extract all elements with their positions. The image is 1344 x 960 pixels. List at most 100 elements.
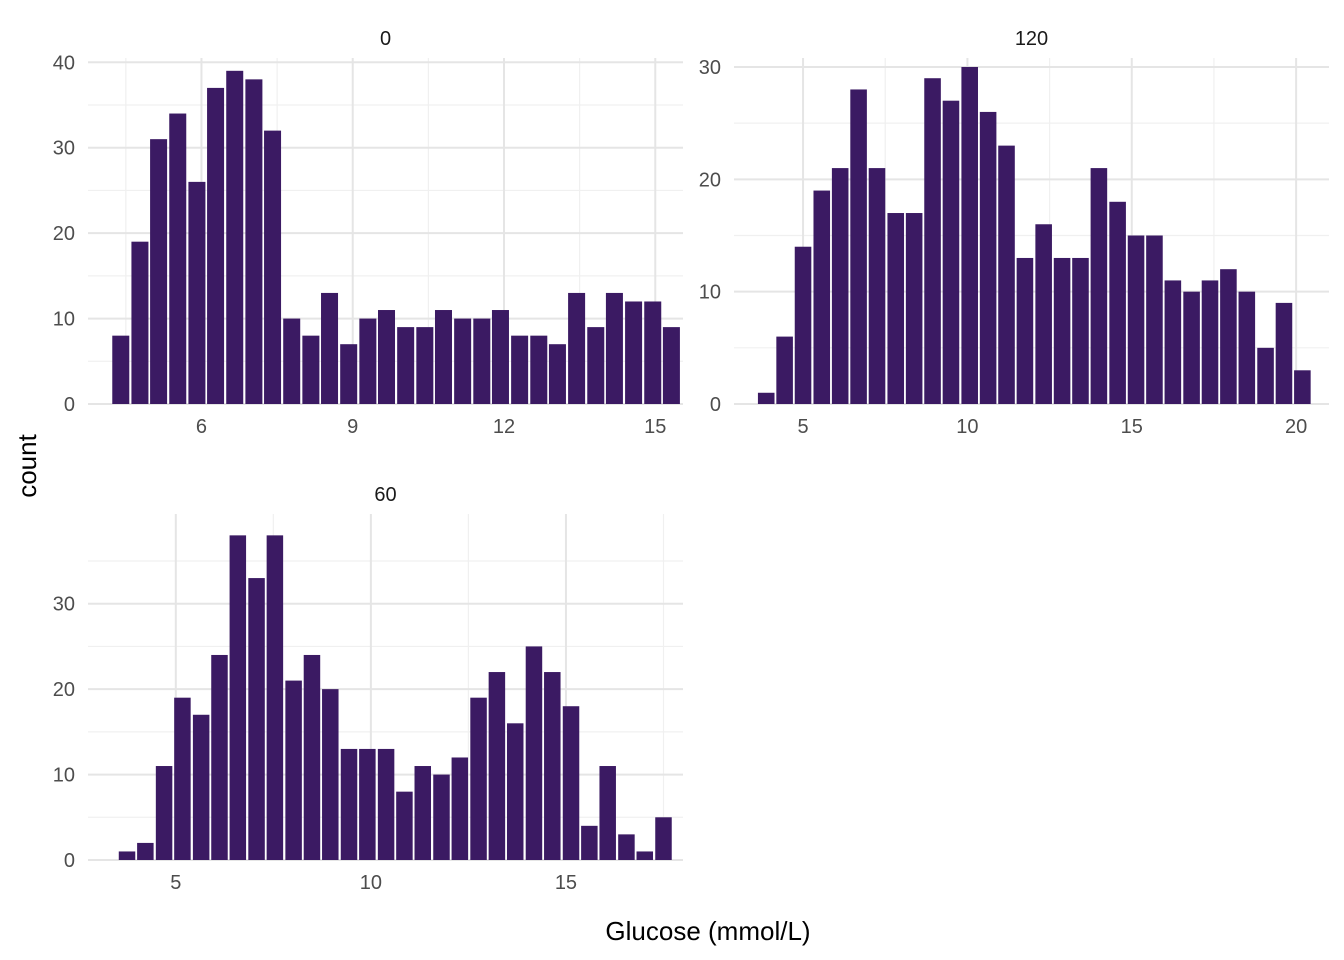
histogram-bar (644, 301, 662, 404)
x-axis-title: Glucose (mmol/L) (605, 916, 810, 946)
x-tick-label: 5 (797, 416, 808, 438)
histogram-bar (1109, 201, 1126, 404)
y-tick-label: 0 (64, 394, 75, 416)
histogram-bar (396, 791, 413, 860)
histogram-bar (434, 310, 452, 404)
histogram-bar (961, 66, 978, 405)
histogram-bar (112, 335, 130, 404)
histogram-bar (1090, 168, 1108, 404)
y-tick-label: 10 (53, 309, 75, 331)
y-tick-label: 30 (53, 594, 75, 616)
histogram-bar (581, 825, 598, 860)
histogram-bar (322, 689, 339, 860)
facet-panel-60: 5 10 15 0 10 20 30 60 (53, 484, 683, 894)
histogram-bar (1257, 347, 1274, 404)
y-axis-title: count (12, 433, 42, 497)
histogram-bar (831, 168, 849, 404)
histogram-bar (868, 168, 886, 404)
histogram-bar (662, 327, 680, 404)
histogram-bar (245, 79, 263, 404)
histogram-bar (302, 335, 320, 404)
histogram-bar (1275, 302, 1293, 404)
histogram-bar (321, 292, 339, 404)
histogram-bar (587, 327, 605, 404)
histogram-bar (655, 817, 672, 860)
histogram-bar (794, 246, 812, 404)
histogram-bar (488, 672, 506, 860)
histogram-bar (776, 336, 793, 404)
histogram-bar (473, 318, 491, 404)
x-tick-label: 5 (170, 872, 181, 894)
histogram-bar (1183, 291, 1200, 404)
histogram-bar (1016, 257, 1034, 404)
histogram-bar (169, 113, 187, 405)
y-tick-label: 20 (699, 169, 721, 191)
histogram-bar (979, 111, 997, 404)
histogram-bar (757, 392, 775, 404)
x-tick-label: 10 (360, 872, 382, 894)
y-tick-label: 30 (699, 57, 721, 79)
histogram-bar (544, 672, 561, 860)
x-tick-label: 15 (555, 872, 577, 894)
histogram-bar (303, 654, 321, 860)
x-tick-label: 12 (493, 416, 515, 438)
x-tick-label: 15 (1121, 416, 1143, 438)
histogram-bar (414, 766, 432, 860)
histogram-bar (118, 851, 136, 860)
x-tick-label: 10 (956, 416, 978, 438)
histogram-bar (264, 130, 282, 404)
histogram-bar (1127, 235, 1145, 404)
histogram-bar (605, 292, 623, 404)
histogram-bar (150, 139, 168, 404)
histogram-bar (340, 748, 358, 860)
histogram-bar (1220, 269, 1237, 404)
histogram-bar (451, 757, 469, 860)
histogram-bar (211, 654, 228, 860)
facet-strip-label: 0 (380, 28, 391, 50)
histogram-bar (454, 318, 472, 404)
histogram-bar (599, 766, 616, 860)
histogram-bar (188, 181, 206, 404)
histogram-bar (397, 327, 415, 404)
histogram-bar (174, 697, 191, 860)
y-tick-label: 20 (53, 223, 75, 245)
histogram-bar (511, 335, 529, 404)
histogram-bar (998, 145, 1015, 404)
histogram-bar (636, 851, 654, 860)
histogram-bar (433, 774, 450, 860)
y-tick-label: 20 (53, 679, 75, 701)
histogram-bar (226, 70, 244, 404)
histogram-bar (248, 578, 265, 860)
histogram-bar (1146, 235, 1163, 404)
histogram-bar (548, 344, 566, 404)
histogram-bar (625, 301, 643, 404)
histogram-bar (525, 646, 543, 860)
histogram-bar (850, 89, 867, 405)
facet-panels: 6 9 12 15 0 10 20 30 40 0 5 10 15 20 0 10 20 30 120 5 10 15 0 1… (53, 28, 1329, 894)
histogram-bar (340, 344, 358, 404)
histogram-bar (1035, 224, 1052, 404)
histogram-bar (1164, 280, 1182, 404)
histogram-bar (1072, 257, 1089, 404)
histogram-bar (416, 327, 434, 404)
x-tick-label: 9 (347, 416, 358, 438)
histogram-bar (1201, 280, 1219, 404)
y-tick-label: 10 (699, 282, 721, 304)
histogram-bar (813, 190, 831, 404)
histogram-bar (1238, 291, 1256, 404)
histogram-bar (562, 706, 580, 860)
y-tick-label: 0 (64, 850, 75, 872)
histogram-bar (359, 318, 377, 404)
y-tick-label: 10 (53, 765, 75, 787)
y-tick-label: 30 (53, 138, 75, 160)
histogram-bar (1053, 257, 1071, 404)
histogram-bar (377, 748, 395, 860)
histogram-bar (155, 766, 173, 860)
histogram-bar (359, 748, 376, 860)
x-tick-label: 20 (1285, 416, 1307, 438)
facet-panel-0: 6 9 12 15 0 10 20 30 40 0 (53, 28, 683, 438)
histogram-bar (229, 535, 247, 860)
facet-strip-label: 120 (1015, 28, 1048, 50)
x-tick-label: 6 (196, 416, 207, 438)
